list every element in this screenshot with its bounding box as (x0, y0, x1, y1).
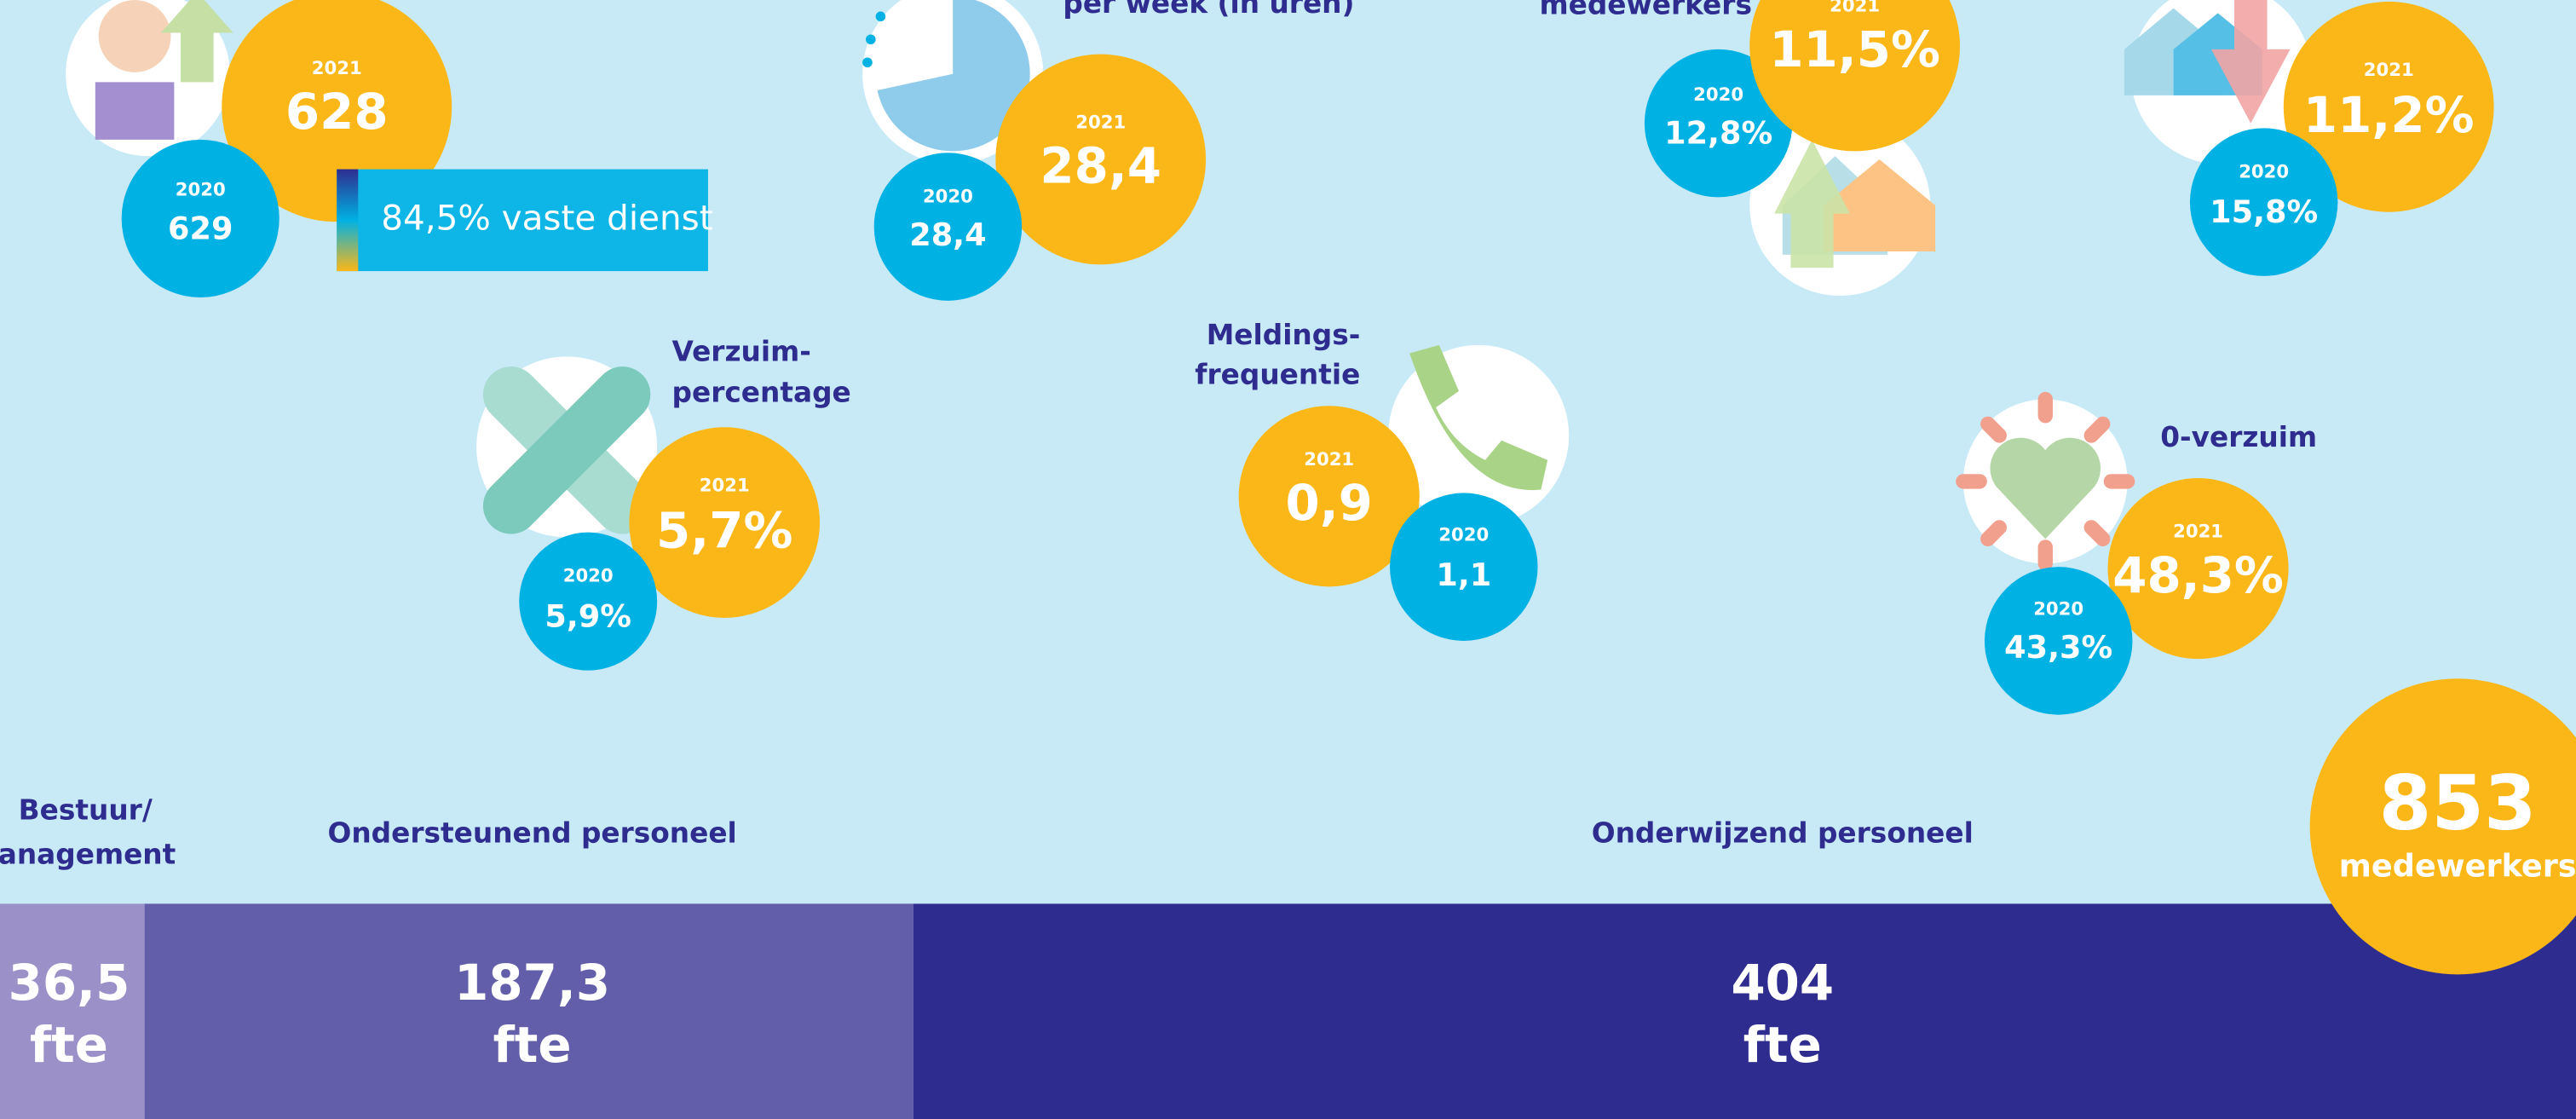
fte-value: 187,3 (454, 954, 610, 1012)
value: 43,3% (2004, 629, 2112, 666)
staff-label: Ondersteunend personeel (327, 816, 736, 849)
year: 2020 (176, 179, 226, 200)
label: percentage (672, 377, 851, 409)
icon-dot (876, 11, 886, 21)
note-strip (337, 170, 358, 272)
value: 5,7% (656, 502, 792, 560)
fte-value: 36,5 (9, 954, 130, 1012)
total-value: 853 (2379, 759, 2537, 847)
year: 2021 (1304, 448, 1354, 470)
year: 2020 (563, 565, 614, 586)
year: 2021 (2173, 521, 2223, 542)
value: 28,4 (909, 216, 986, 253)
fte-unit: fte (493, 1016, 572, 1074)
value: 628 (285, 83, 389, 141)
value: 11,5% (1769, 20, 1940, 78)
infographic: 2021 628 2020 629 84,5% vaste dienst per… (0, 0, 2576, 1119)
label: Meldings- (1207, 319, 1361, 351)
fte-unit: fte (1743, 1016, 1822, 1074)
note: 84,5% vaste dienst (381, 197, 712, 238)
staff-label: Bestuur/ (19, 793, 153, 826)
label: per week (in uren) (1063, 0, 1354, 20)
year: 2020 (2239, 160, 2289, 182)
year: 2021 (1830, 0, 1880, 16)
page: {"stats": [ {"current": {"year": "2021",… (0, 0, 2576, 1119)
icon-face (99, 0, 171, 72)
fte-unit: fte (30, 1016, 108, 1074)
staff-label: Onderwijzend personeel (1592, 816, 1974, 849)
icon-dot (862, 57, 873, 67)
value: 12,8% (1664, 115, 1772, 152)
year: 2021 (700, 475, 750, 496)
value: 28,4 (1040, 137, 1161, 195)
label: frequentie (1195, 359, 1360, 391)
value: 1,1 (1436, 557, 1491, 593)
label: Verzuim- (672, 336, 811, 368)
value: 629 (168, 210, 233, 246)
value: 48,3% (2112, 546, 2284, 604)
value: 11,2% (2303, 86, 2475, 144)
staff-label: management (0, 839, 176, 871)
label: medewerkers (1539, 0, 1751, 21)
year: 2020 (1438, 524, 1489, 545)
year: 2021 (2364, 59, 2414, 80)
total-label: medewerkers (2339, 848, 2576, 885)
value: 15,8% (2210, 193, 2318, 230)
year: 2020 (2033, 597, 2083, 619)
year: 2021 (1075, 112, 1126, 133)
icon-body (95, 82, 175, 139)
year: 2020 (923, 185, 973, 206)
icon-dot (866, 34, 876, 44)
value: 0,9 (1285, 474, 1372, 532)
value: 5,9% (545, 597, 631, 634)
year: 2021 (312, 57, 362, 78)
label: 0-verzuim (2160, 421, 2317, 453)
year: 2020 (1693, 84, 1743, 105)
fte-value: 404 (1731, 954, 1834, 1012)
